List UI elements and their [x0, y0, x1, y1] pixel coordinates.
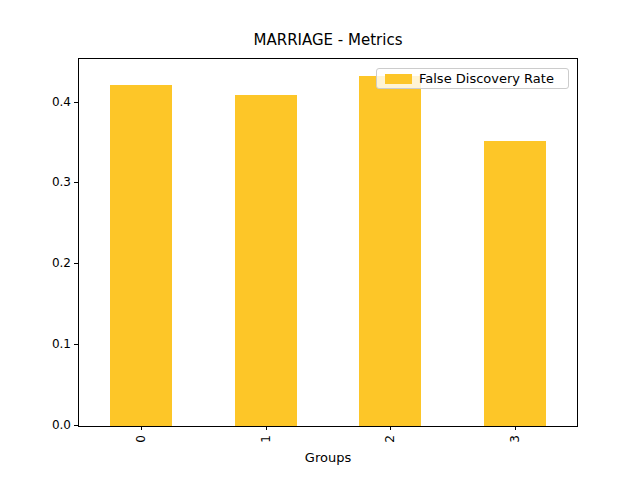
y-tick-mark [74, 344, 78, 345]
bar-group-0 [110, 85, 172, 426]
bar-group-3 [484, 141, 546, 426]
x-tick-mark [141, 426, 142, 430]
y-tick-label: 0.1 [27, 337, 71, 351]
x-tick-label: 1 [258, 431, 274, 447]
bar-group-1 [235, 95, 297, 426]
x-tick-label: 0 [133, 431, 149, 447]
x-tick-label: 2 [382, 431, 398, 447]
x-tick-label: 3 [507, 431, 523, 447]
x-tick-mark [390, 426, 391, 430]
x-tick-mark [515, 426, 516, 430]
x-axis-label: Groups [79, 450, 577, 465]
plot-area: 0.00.10.20.30.4 0123 Groups False Discov… [78, 58, 578, 427]
chart-title: MARRIAGE - Metrics [78, 31, 578, 49]
y-tick-mark [74, 102, 78, 103]
x-tick-mark [266, 426, 267, 430]
y-tick-label: 0.4 [27, 95, 71, 109]
bar-group-2 [359, 76, 421, 426]
legend-label: False Discovery Rate [419, 69, 554, 88]
y-tick-mark [74, 263, 78, 264]
legend: False Discovery Rate [376, 68, 569, 89]
legend-swatch-icon [385, 74, 412, 84]
y-tick-label: 0.3 [27, 175, 71, 189]
y-tick-mark [74, 182, 78, 183]
y-tick-mark [74, 425, 78, 426]
y-tick-label: 0.0 [27, 418, 71, 432]
y-tick-label: 0.2 [27, 256, 71, 270]
figure: MARRIAGE - Metrics 0.00.10.20.30.4 0123 … [0, 0, 640, 480]
